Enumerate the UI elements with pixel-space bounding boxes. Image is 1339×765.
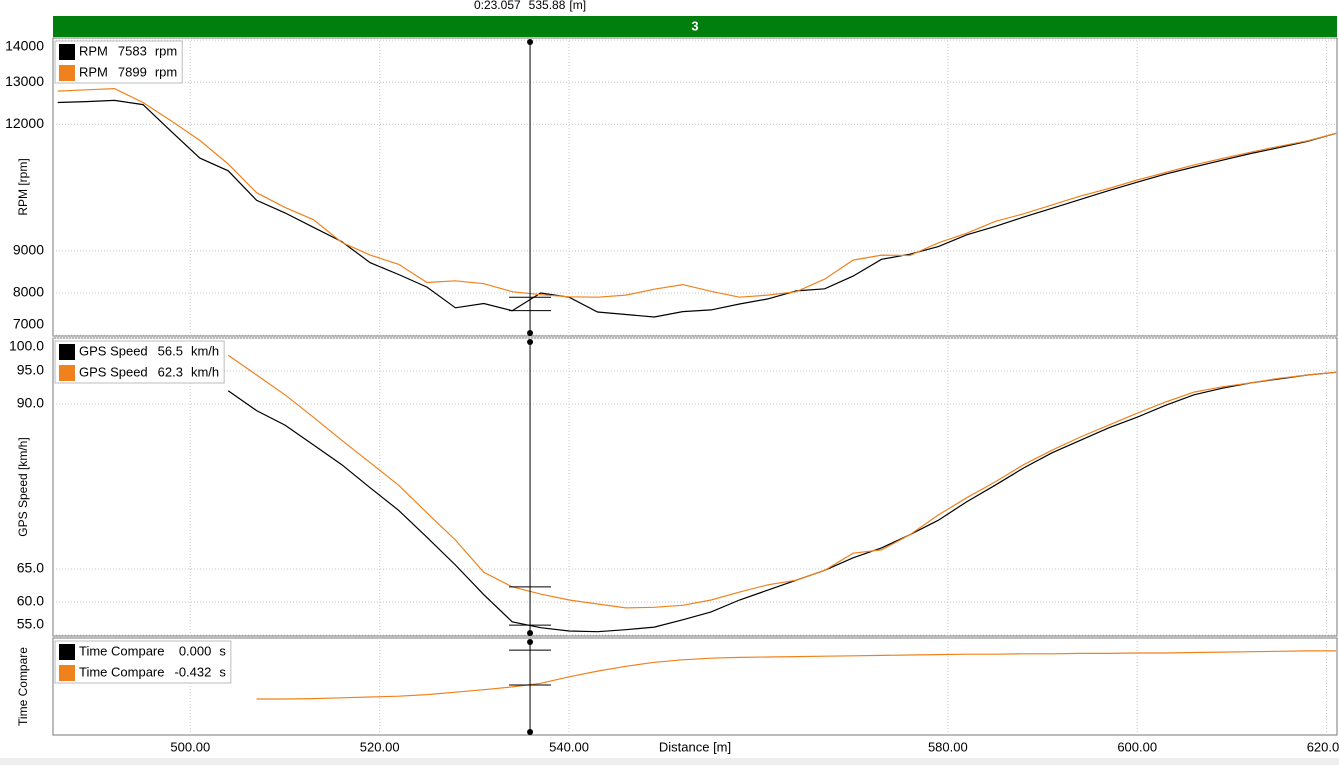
cursor-dot: [527, 630, 534, 636]
y-axis-title: RPM [rpm]: [16, 158, 30, 215]
y-tick-label: 100.0: [9, 338, 44, 354]
series-line: [57, 87, 1337, 298]
panel: [52, 337, 1338, 637]
cursor-dot: [527, 639, 534, 645]
cursor-unit: [m]: [569, 0, 586, 12]
y-tick-label: 12000: [5, 115, 44, 131]
cursor-distance: 535.88: [529, 0, 566, 12]
legend-readout: 62.3: [158, 364, 183, 379]
legend-box: [54, 640, 232, 684]
legend-name: GPS Speed: [79, 343, 148, 358]
legend-unit: rpm: [155, 64, 177, 79]
cursor-time: 0:23.057: [474, 0, 521, 12]
legend-swatch: [59, 65, 75, 81]
legend-swatch: [59, 344, 75, 360]
legend-name: GPS Speed: [79, 364, 148, 379]
legend-readout: 0.000: [179, 643, 212, 658]
legend-readout: -0.432: [174, 664, 211, 679]
y-tick-label: 7000: [13, 316, 44, 332]
legend-readout: 7583: [118, 43, 147, 58]
legend-swatch: [59, 665, 75, 681]
y-tick-label: 60.0: [17, 593, 44, 609]
legend: GPS Speed 56.5 km/h GPS Speed 62.3 km/h: [54, 340, 225, 384]
y-tick-label: 9000: [13, 242, 44, 258]
y-tick-label: 55.0: [17, 616, 44, 632]
legend-unit: rpm: [155, 43, 177, 58]
bottom-strip: [0, 758, 1339, 765]
series-line: [57, 99, 1337, 318]
legend-unit: km/h: [191, 364, 219, 379]
x-tick-label: 580.00: [928, 739, 968, 754]
series-line: [256, 650, 1337, 700]
panel: [52, 637, 1338, 736]
cursor-readout: 0:23.057 535.88 [m]: [474, 0, 586, 12]
legend-box: [54, 340, 225, 384]
cursor-dot: [527, 729, 534, 735]
legend-readout: 7899: [118, 64, 147, 79]
y-tick-label: 65.0: [17, 560, 44, 576]
cursor-dot: [527, 330, 534, 336]
y-axis-title: GPS Speed [km/h]: [16, 437, 30, 536]
legend-swatch: [59, 644, 75, 660]
y-axis-title: Time Compare: [16, 647, 30, 726]
x-tick-label: 600.00: [1117, 739, 1157, 754]
legend-readout: 56.5: [158, 343, 183, 358]
y-tick-label: 8000: [13, 284, 44, 300]
legend-name: Time Compare: [79, 643, 164, 658]
legend-swatch: [59, 44, 75, 60]
legend: Time Compare 0.000 s Time Compare -0.432 s: [54, 640, 232, 684]
x-tick-label: 620.00: [1307, 739, 1339, 754]
legend: RPM 7583 rpm RPM 7899 rpm: [54, 40, 183, 84]
x-tick-label: 500.00: [170, 739, 210, 754]
y-tick-label: 14000: [5, 38, 44, 54]
series-line: [227, 354, 1337, 609]
legend-unit: s: [219, 664, 226, 679]
lap-number: 3: [691, 18, 698, 33]
y-tick-label: 13000: [5, 73, 44, 89]
x-tick-label: 520.00: [360, 739, 400, 754]
x-tick-label: 540.00: [549, 739, 589, 754]
legend-unit: s: [219, 643, 226, 658]
legend-name: RPM: [79, 64, 108, 79]
legend-name: RPM: [79, 43, 108, 58]
lap-bar[interactable]: [53, 16, 1337, 37]
legend-swatch: [59, 365, 75, 381]
legend-unit: km/h: [191, 343, 219, 358]
y-tick-label: 90.0: [17, 395, 44, 411]
cursor-dot: [527, 39, 534, 45]
legend-name: Time Compare: [79, 664, 164, 679]
legend-box: [54, 40, 183, 84]
cursor-dot: [527, 339, 534, 345]
y-tick-label: 95.0: [17, 362, 44, 378]
x-axis-title: Distance [m]: [659, 739, 731, 754]
series-line: [227, 371, 1337, 633]
